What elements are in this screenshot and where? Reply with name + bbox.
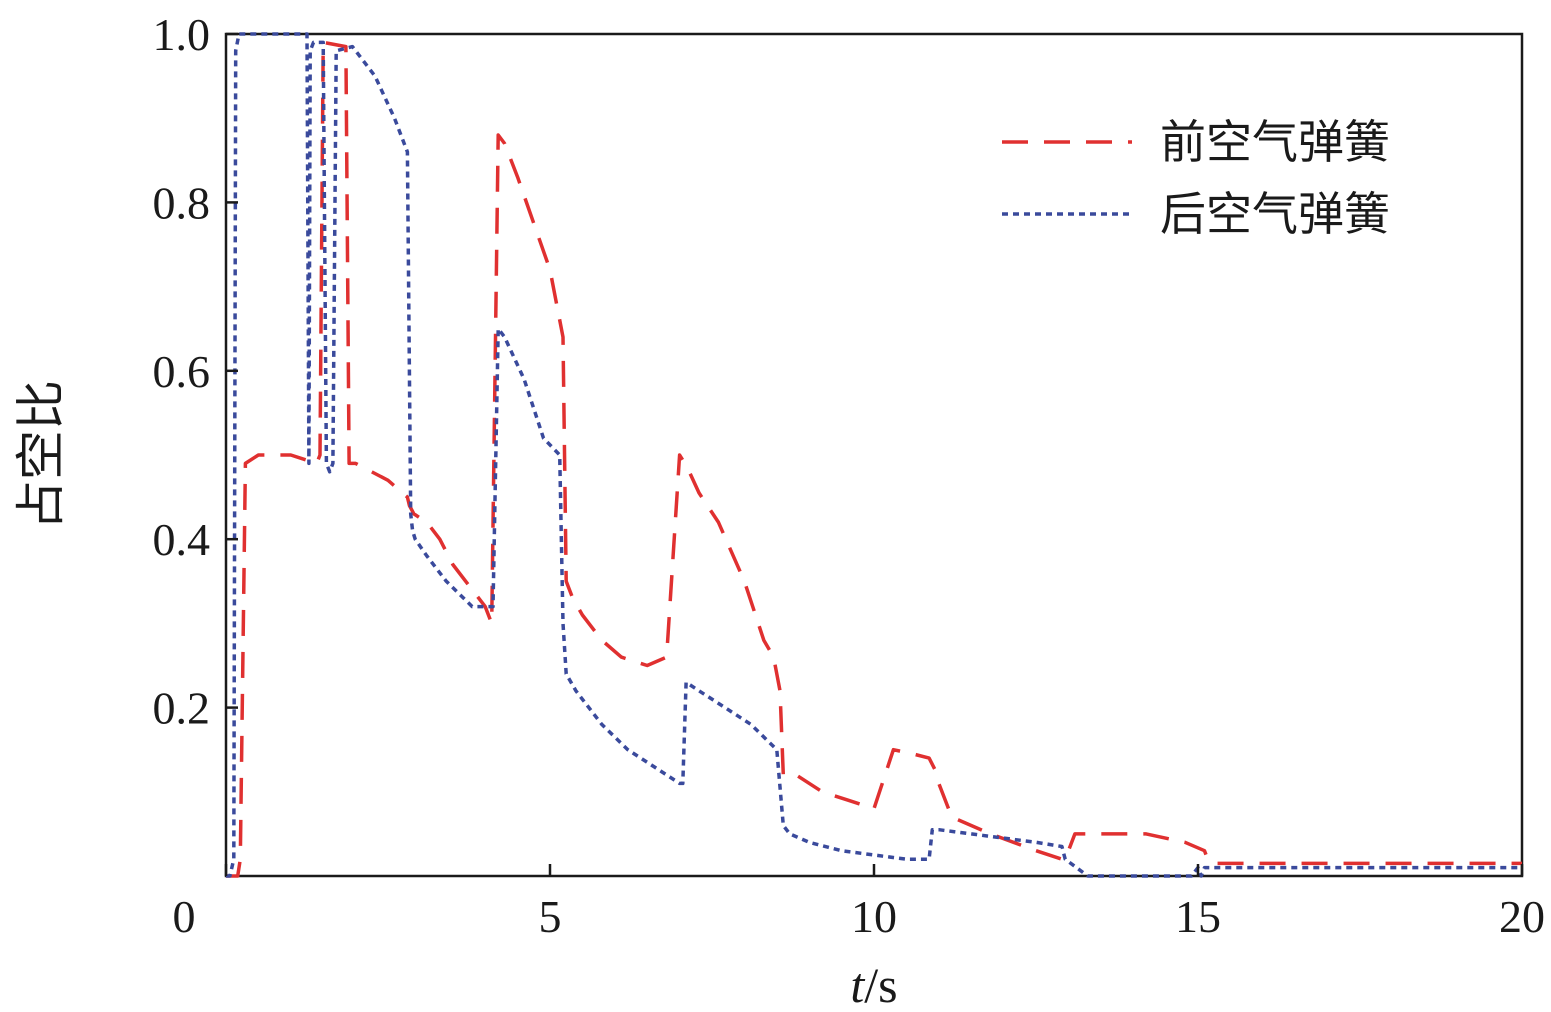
x-axis-label: t/s [850, 957, 897, 1012]
y-tick-label: 0.8 [153, 177, 211, 228]
x-tick-label: 5 [539, 891, 562, 942]
x-axis-label-unit: /s [864, 957, 897, 1012]
x-axis-label-italic: t [850, 957, 865, 1012]
x-tick-label: 10 [851, 891, 897, 942]
series-line-front-air-spring [226, 40, 1522, 878]
y-tick-label: 0.2 [153, 683, 211, 734]
y-tick-label: 0.6 [153, 346, 211, 397]
legend-entry-label: 前空气弹簧 [1160, 115, 1390, 169]
x-tick-label: 20 [1499, 891, 1545, 942]
ticks-group: 0 5 10 15 20 0.2 0.4 0.6 0.8 1.0 [153, 9, 1546, 942]
series-line-rear-air-spring [226, 32, 1522, 878]
y-tick-label: 1.0 [153, 9, 211, 60]
legend-entry-label: 后空气弹簧 [1160, 187, 1390, 241]
series-group [226, 32, 1522, 878]
y-axis-label: 占空比 [12, 380, 70, 530]
y-tick-label: 0.4 [153, 514, 211, 565]
x-tick-label: 15 [1175, 891, 1221, 942]
x-tick-label: 0 [173, 891, 196, 942]
